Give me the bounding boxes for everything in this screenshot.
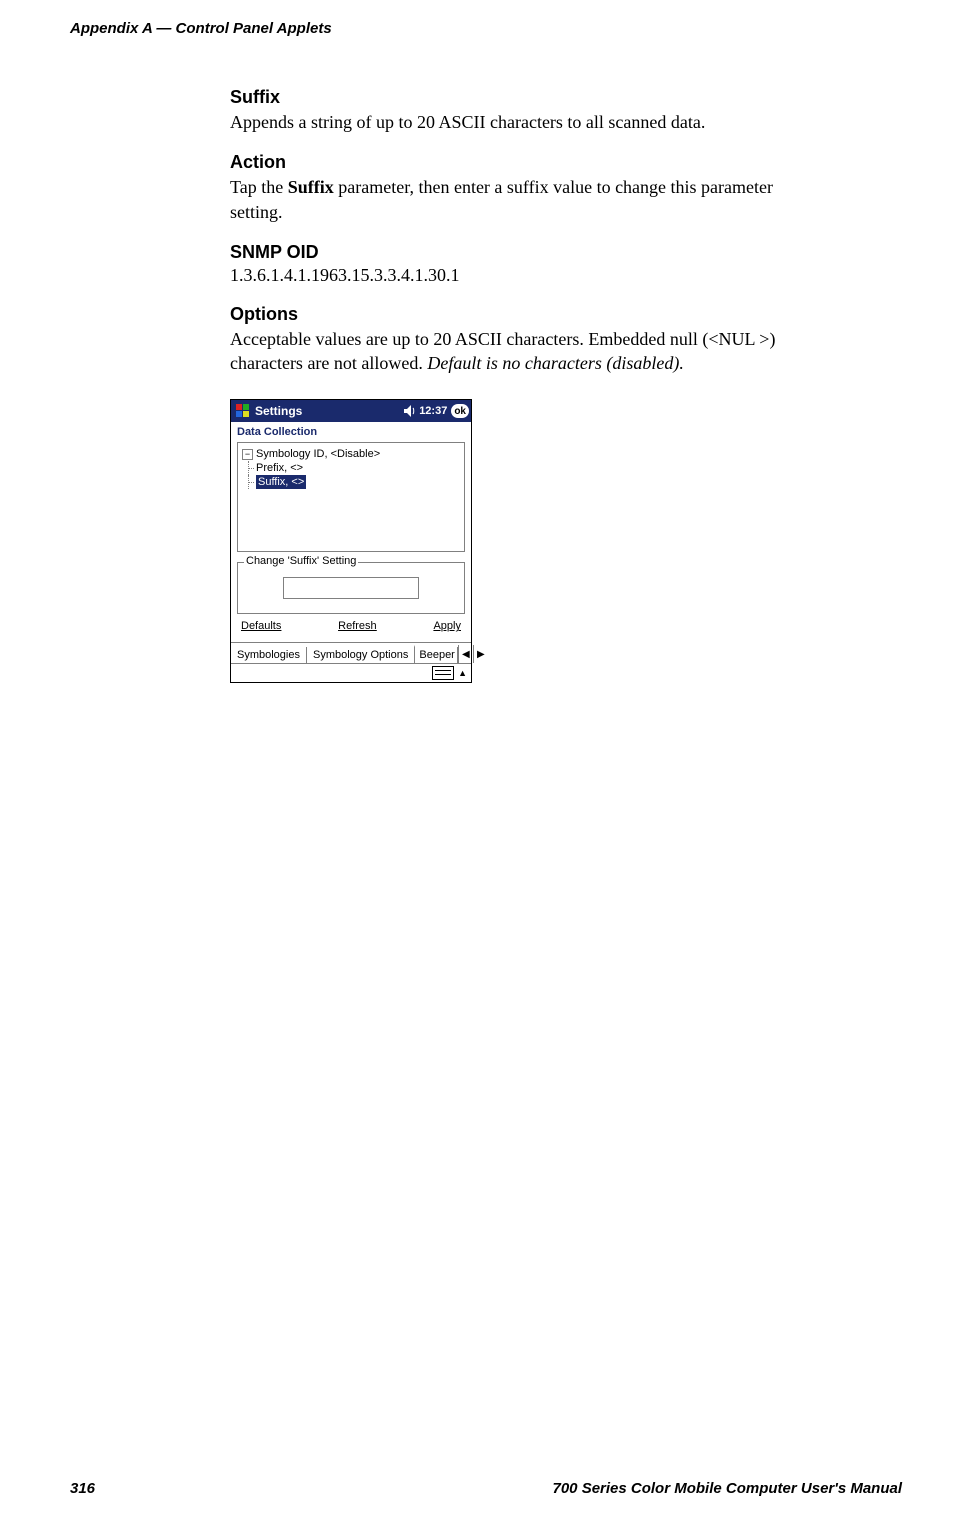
tab-nav: ◀ ▶ — [458, 645, 488, 663]
device-screenshot: Settings 12:37 ok Data Collection − Symb… — [230, 399, 472, 683]
tree-item-prefix[interactable]: Prefix, <> — [242, 461, 460, 475]
titlebar-label: Settings — [255, 404, 302, 418]
page-header: Appendix A — Control Panel Applets — [70, 20, 902, 37]
suffix-heading: Suffix — [230, 87, 790, 108]
volume-icon[interactable] — [403, 404, 417, 418]
titlebar: Settings 12:37 ok — [231, 400, 471, 422]
action-bold: Suffix — [288, 177, 334, 197]
tab-symbologies[interactable]: Symbologies — [231, 647, 307, 663]
tree-prefix-label: Prefix, <> — [256, 461, 303, 475]
sip-row: ▲ — [231, 663, 471, 682]
action-pre: Tap the — [230, 177, 288, 197]
options-heading: Options — [230, 304, 790, 325]
apply-button[interactable]: Apply — [433, 620, 461, 632]
tree-root-label: Symbology ID, <Disable> — [256, 447, 380, 461]
tab-symbology-options[interactable]: Symbology Options — [307, 645, 415, 663]
group-legend: Change 'Suffix' Setting — [244, 555, 358, 567]
tab-beeper[interactable]: Beeper — [415, 647, 457, 663]
page-number: 316 — [70, 1480, 95, 1497]
refresh-button[interactable]: Refresh — [338, 620, 377, 632]
tree-view[interactable]: − Symbology ID, <Disable> Prefix, <> Suf… — [237, 442, 465, 552]
keyboard-icon[interactable] — [432, 666, 454, 680]
tree-item-suffix[interactable]: Suffix, <> — [242, 475, 460, 489]
main-content: Suffix Appends a string of up to 20 ASCI… — [230, 87, 790, 683]
start-icon[interactable] — [235, 403, 251, 419]
defaults-button[interactable]: Defaults — [241, 620, 281, 632]
options-body: Acceptable values are up to 20 ASCII cha… — [230, 327, 790, 376]
collapse-icon[interactable]: − — [242, 449, 253, 460]
clock: 12:37 — [419, 405, 447, 417]
suffix-input[interactable] — [283, 577, 419, 599]
page-footer: 316 700 Series Color Mobile Computer Use… — [70, 1480, 902, 1497]
button-row: Defaults Refresh Apply — [231, 620, 471, 642]
suffix-body: Appends a string of up to 20 ASCII chara… — [230, 110, 790, 134]
action-heading: Action — [230, 152, 790, 173]
tab-nav-right[interactable]: ▶ — [473, 645, 488, 663]
manual-title: 700 Series Color Mobile Computer User's … — [553, 1480, 903, 1497]
snmp-oid: 1.3.6.1.4.1.1963.15.3.3.4.1.30.1 — [230, 265, 790, 286]
tree-root-row[interactable]: − Symbology ID, <Disable> — [242, 447, 460, 461]
sip-caret-icon[interactable]: ▲ — [458, 668, 467, 678]
tree-suffix-label: Suffix, <> — [256, 475, 306, 489]
ok-button[interactable]: ok — [451, 404, 469, 418]
tab-row: Symbologies Symbology Options Beeper ◀ ▶ — [231, 642, 471, 663]
options-italic: Default is no characters (disabled). — [427, 353, 683, 373]
change-setting-group: Change 'Suffix' Setting — [237, 562, 465, 614]
applet-title: Data Collection — [231, 422, 471, 440]
action-body: Tap the Suffix parameter, then enter a s… — [230, 175, 790, 224]
tab-nav-left[interactable]: ◀ — [458, 645, 473, 663]
snmp-heading: SNMP OID — [230, 242, 790, 263]
